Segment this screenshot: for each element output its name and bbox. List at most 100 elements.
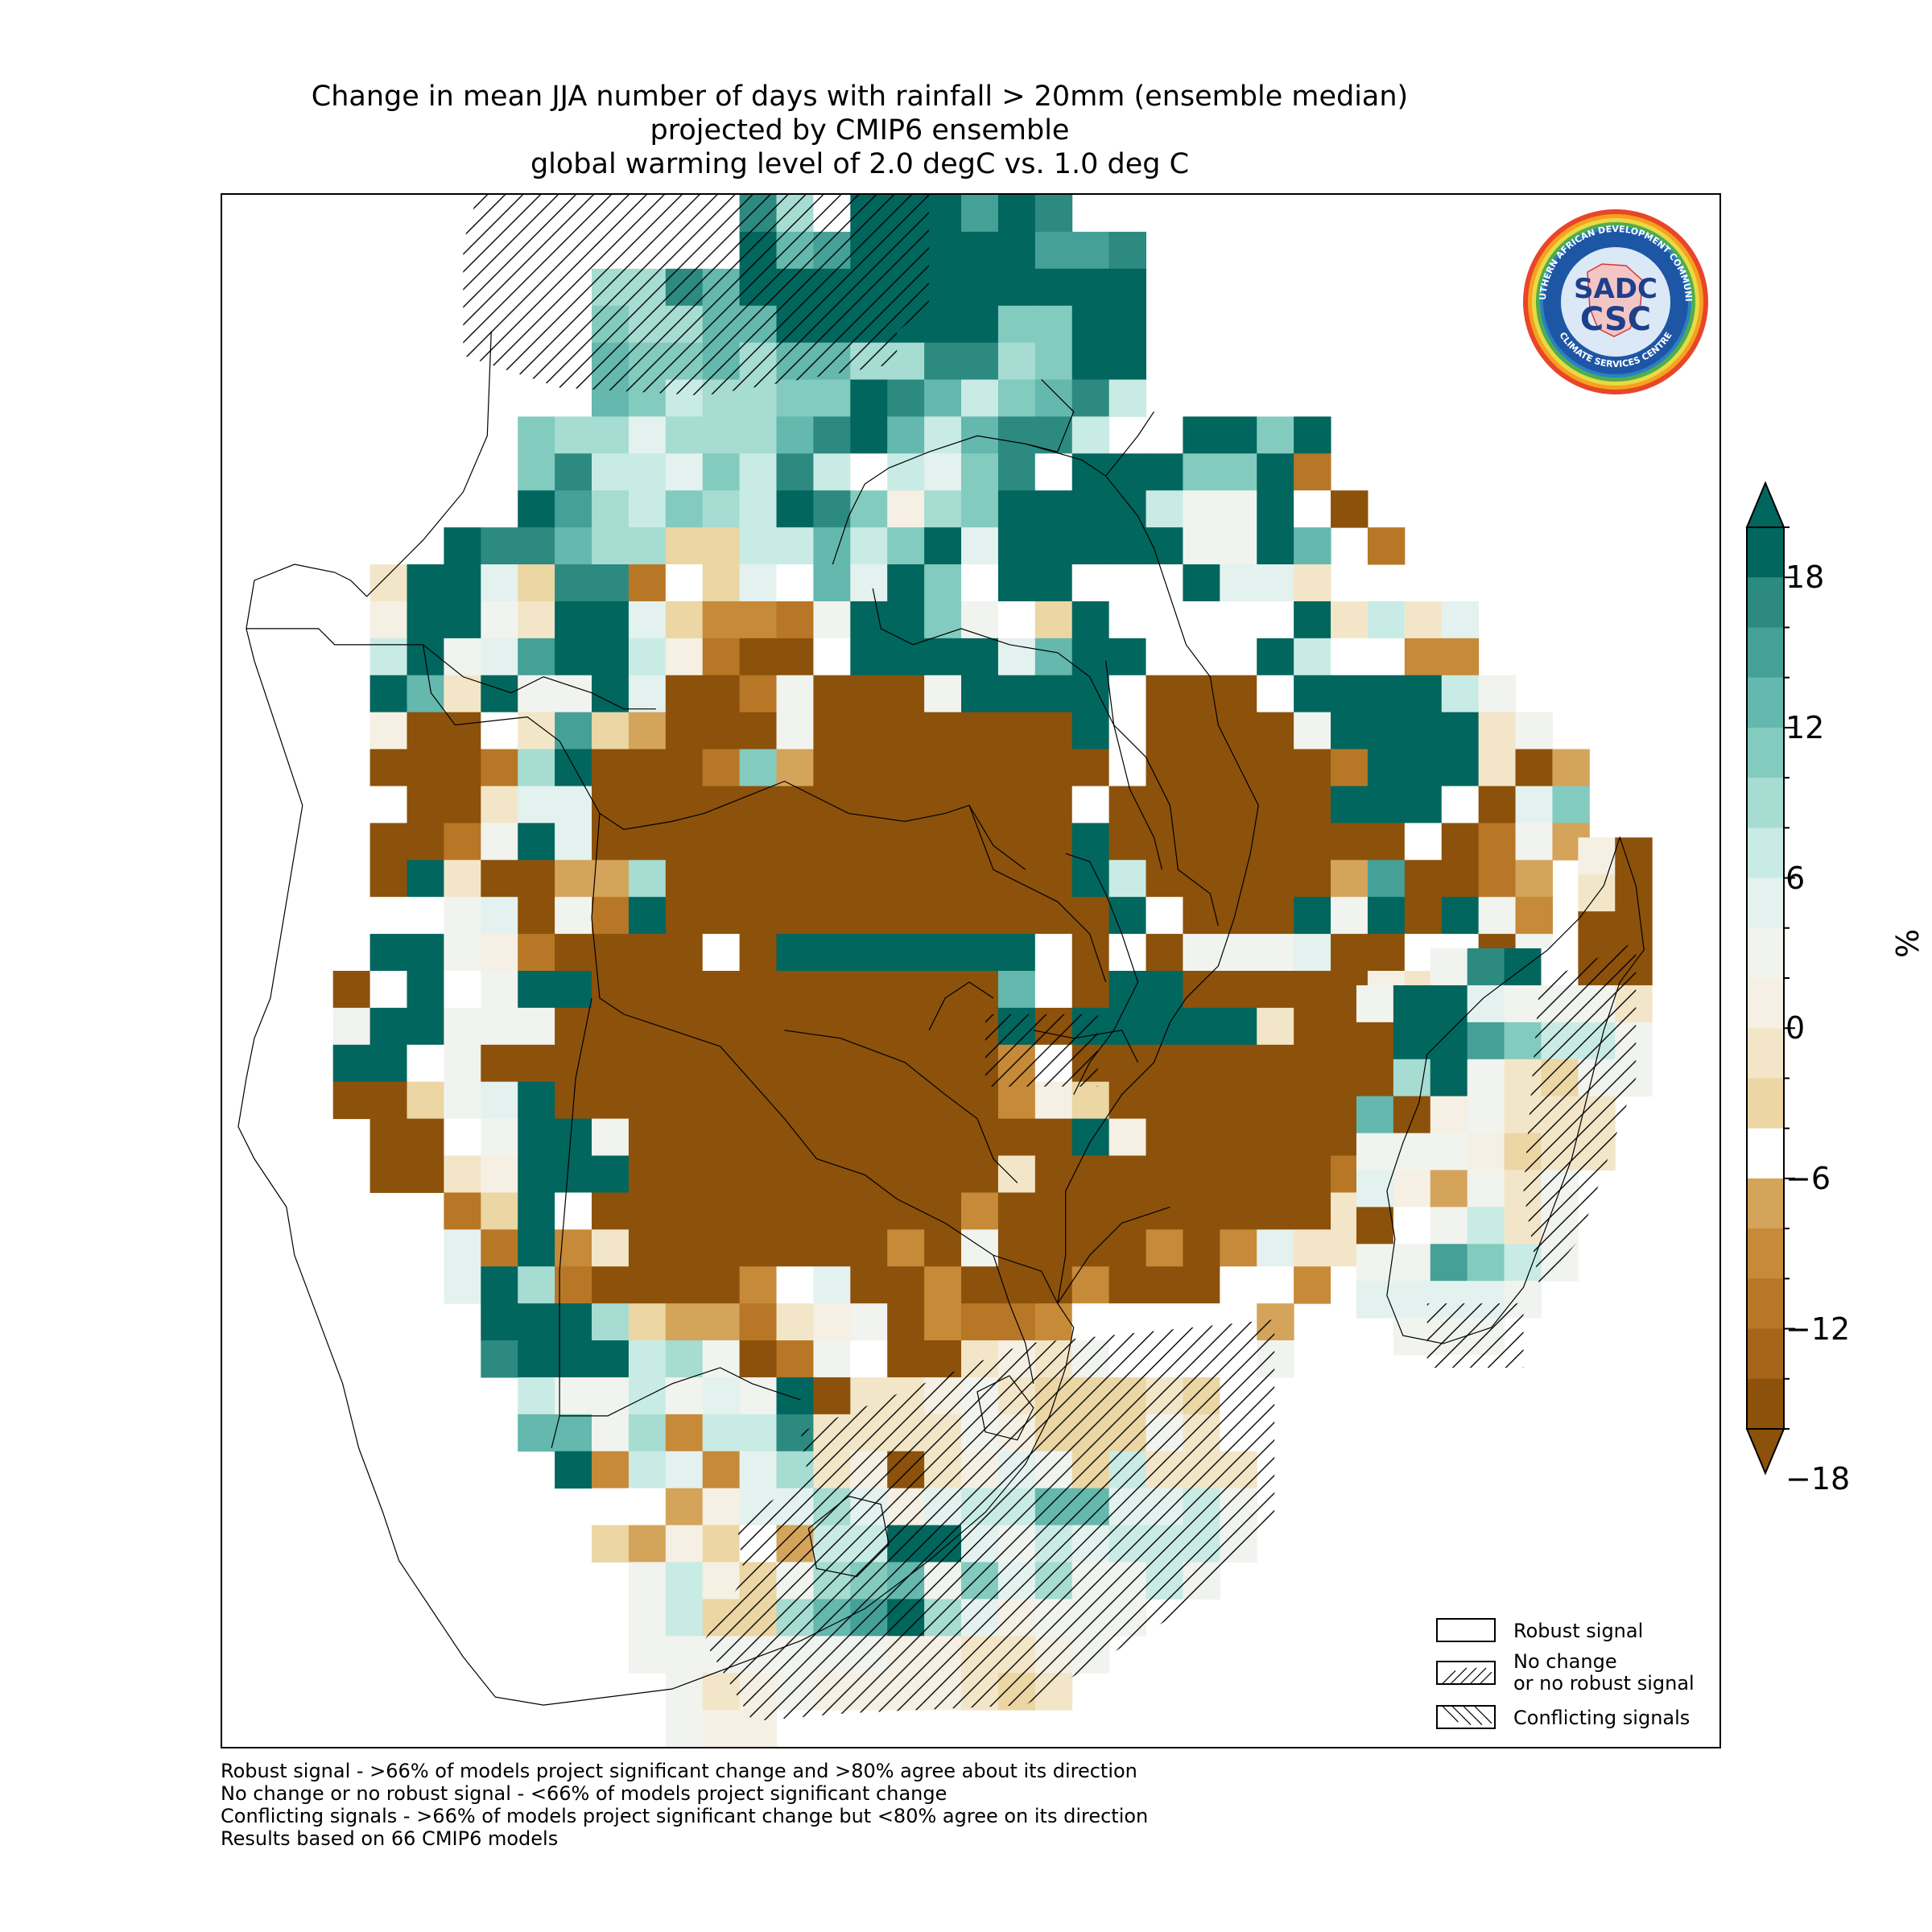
grid-cell bbox=[444, 527, 481, 565]
grid-cell bbox=[665, 1377, 704, 1415]
grid-cell bbox=[997, 1229, 1036, 1267]
grid-cell bbox=[1331, 638, 1368, 676]
grid-cell bbox=[518, 1229, 555, 1267]
grid-cell bbox=[665, 1673, 704, 1711]
grid-cell bbox=[332, 1044, 371, 1083]
grid-cell bbox=[961, 453, 999, 491]
grid-cell bbox=[887, 638, 925, 676]
grid-cell bbox=[997, 268, 1036, 307]
grid-cell bbox=[776, 379, 814, 417]
grid-cell bbox=[1331, 749, 1368, 786]
grid-cell bbox=[1183, 971, 1220, 1009]
grid-cell bbox=[1034, 527, 1073, 565]
grid-cell bbox=[1220, 638, 1257, 676]
grid-cell bbox=[702, 638, 741, 676]
grid-cell bbox=[739, 860, 778, 898]
grid-cell bbox=[1183, 453, 1220, 491]
grid-cell bbox=[702, 1414, 741, 1452]
grid-cell bbox=[997, 195, 1036, 233]
grid-cell bbox=[665, 1266, 704, 1304]
grid-cell bbox=[997, 564, 1036, 602]
grid-cell bbox=[813, 971, 851, 1009]
colorbar-band bbox=[1747, 778, 1784, 828]
grid-cell bbox=[1108, 1266, 1147, 1304]
grid-cell bbox=[739, 1081, 778, 1120]
grid-cell bbox=[776, 564, 814, 602]
grid-cell bbox=[887, 1192, 925, 1230]
grid-cell bbox=[850, 416, 888, 454]
grid-cell bbox=[1183, 527, 1220, 565]
grid-cell bbox=[702, 1229, 741, 1267]
grid-cell bbox=[481, 1192, 518, 1230]
legend-no-change-label-1: No change bbox=[1513, 1650, 1617, 1673]
grid-cell bbox=[1071, 749, 1110, 786]
grid-cell bbox=[518, 1044, 555, 1083]
grid-cell bbox=[813, 453, 851, 491]
grid-cell bbox=[1393, 1096, 1431, 1134]
grid-cell bbox=[592, 897, 630, 935]
grid-cell bbox=[924, 342, 962, 381]
grid-cell bbox=[997, 1266, 1036, 1304]
grid-cell bbox=[1404, 860, 1443, 898]
grid-cell bbox=[555, 1155, 592, 1193]
grid-cell bbox=[924, 453, 962, 491]
grid-cell bbox=[1257, 897, 1294, 935]
grid-cell bbox=[702, 416, 741, 454]
grid-cell bbox=[997, 749, 1036, 786]
grid-cell bbox=[702, 786, 741, 824]
grid-cell bbox=[1071, 1118, 1110, 1157]
grid-cell bbox=[628, 675, 667, 713]
grid-cell bbox=[850, 1155, 888, 1193]
grid-cell bbox=[961, 897, 999, 935]
grid-cell bbox=[407, 1118, 444, 1157]
grid-cell bbox=[518, 490, 555, 528]
grid-cell bbox=[1034, 1192, 1073, 1230]
grid-cell bbox=[1034, 195, 1073, 233]
grid-cell bbox=[924, 897, 962, 935]
grid-cell bbox=[702, 1451, 741, 1489]
grid-cell bbox=[1034, 823, 1073, 861]
grid-cell bbox=[1146, 527, 1183, 565]
grid-cell bbox=[1146, 675, 1183, 713]
grid-cell bbox=[555, 601, 592, 639]
grid-cell bbox=[665, 860, 704, 898]
grid-cell bbox=[1578, 911, 1616, 949]
grid-cell bbox=[1257, 1118, 1294, 1157]
grid-cell bbox=[1294, 1118, 1331, 1157]
grid-cell bbox=[739, 490, 778, 528]
grid-cell bbox=[1220, 786, 1257, 824]
grid-cell bbox=[1108, 860, 1147, 898]
grid-cell bbox=[628, 786, 667, 824]
grid-cell bbox=[518, 749, 555, 786]
grid-cell bbox=[1615, 911, 1653, 949]
grid-cell bbox=[887, 1340, 925, 1378]
grid-cell bbox=[444, 897, 481, 935]
grid-cell bbox=[887, 1266, 925, 1304]
grid-cell bbox=[924, 786, 962, 824]
grid-cell bbox=[1257, 564, 1294, 602]
grid-cell bbox=[850, 749, 888, 786]
grid-cell bbox=[961, 1229, 999, 1267]
colorbar-band bbox=[1747, 1378, 1784, 1430]
grid-cell bbox=[1183, 823, 1220, 861]
grid-cell bbox=[1441, 712, 1480, 750]
grid-cell bbox=[961, 1192, 999, 1230]
grid-cell bbox=[1257, 971, 1294, 1009]
grid-cell bbox=[1071, 971, 1110, 1009]
grid-cell bbox=[1393, 1207, 1431, 1245]
grid-cell bbox=[997, 786, 1036, 824]
grid-cell bbox=[1146, 1044, 1183, 1083]
chart-title-line-1: Change in mean JJA number of days with r… bbox=[311, 80, 1409, 113]
grid-cell bbox=[887, 453, 925, 491]
svg-text:SADC: SADC bbox=[1574, 273, 1657, 305]
grid-cell bbox=[1467, 948, 1505, 986]
grid-cell bbox=[887, 564, 925, 602]
grid-cell bbox=[813, 1044, 851, 1083]
grid-cell bbox=[1146, 1081, 1183, 1120]
map-canvas bbox=[237, 195, 1653, 1747]
grid-cell bbox=[1257, 638, 1294, 676]
grid-cell bbox=[887, 712, 925, 750]
grid-cell bbox=[1146, 1192, 1183, 1230]
grid-cell bbox=[1257, 823, 1294, 861]
grid-cell bbox=[1404, 675, 1443, 713]
